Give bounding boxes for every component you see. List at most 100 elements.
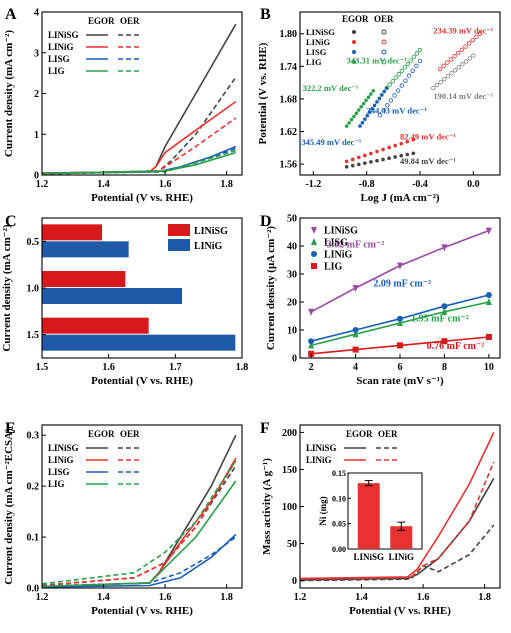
panel-b-legend-header-oer: OER: [374, 14, 394, 24]
panel-b-point: [414, 63, 419, 69]
panel-b-point: [452, 68, 458, 73]
panel-b-point: [441, 63, 446, 69]
panel-e-ylabel: Current density (mA cm⁻²ECSA): [3, 428, 15, 585]
panel-b-point: [363, 153, 367, 158]
panel-b-point: [367, 110, 372, 115]
panel-b-point: [406, 73, 412, 78]
panel-f-ytick-label: 50: [287, 539, 297, 550]
panel-b-point: [372, 103, 377, 108]
panel-d-point: [308, 308, 315, 316]
panel-b-point: [352, 114, 356, 119]
panel-b-xtick-label: -0.4: [412, 179, 428, 190]
panel-b-slope-label: 190.14 mV dec⁻¹: [433, 91, 493, 101]
panel-d-xlabel: Scan rate (mV s⁻¹): [356, 375, 444, 387]
panel-b-point: [463, 59, 469, 64]
panel-b-point: [366, 95, 371, 100]
panel-a-series-line: [41, 151, 237, 175]
panel-e-series-line: [41, 536, 237, 587]
panel-b-point: [361, 101, 366, 106]
panel-d-point: [352, 285, 359, 292]
panel-c-legend-swatch: [168, 224, 190, 236]
panel-e-series-line: [41, 480, 237, 588]
panel-f-inset-ytick-label: 0.00: [332, 545, 346, 554]
panel-f-inset-ylabel: Ni (mg): [318, 496, 328, 525]
panel-b-point: [388, 98, 394, 103]
panel-b-point: [354, 111, 359, 116]
panel-f-inset-bar: [357, 483, 380, 549]
panel-b-legend-entry: LIG: [306, 57, 322, 67]
panel-a-series-line: [41, 149, 237, 175]
panel-b-legend-marker-oer: [381, 39, 387, 45]
panel-d-legend-marker: [311, 263, 317, 269]
panel-e-legend-header-egor: EGOR: [88, 429, 115, 439]
panel-d-xtick-label: 8: [442, 362, 447, 373]
panel-c-xtick-label: 1.7: [169, 362, 182, 373]
panel-label-E: E: [5, 420, 16, 437]
panel-f-inset-ytick-label: 0.05: [332, 520, 346, 529]
panel-b-point: [363, 117, 367, 121]
panel-d-slope-label: 1.95 mF cm⁻²: [411, 314, 469, 325]
panel-d-xtick-label: 6: [398, 362, 403, 373]
panel-e-xtick-label: 1.4: [97, 592, 110, 603]
panel-c-ytick-label: 1.5: [27, 330, 40, 341]
panel-b-point: [377, 113, 383, 118]
panel-b-point: [471, 53, 476, 58]
panel-f-inset-ytick-label: 0.15: [332, 469, 346, 478]
panel-b-point: [460, 62, 465, 67]
panel-b-point: [370, 107, 374, 111]
panel-b-point: [390, 78, 395, 84]
panel-d-point: [308, 350, 315, 357]
panel-d-point: [308, 341, 315, 349]
panel-b-point: [347, 121, 351, 125]
panel-d-point: [441, 244, 448, 252]
panel-b-point: [356, 155, 361, 160]
panel-b-point: [411, 151, 416, 156]
panel-c-bar: [42, 241, 129, 258]
panel-b-point: [405, 61, 411, 67]
panel-c-ylabel: Current density (mA cm⁻²): [1, 224, 13, 351]
panel-b-point: [402, 65, 408, 70]
panel-e-xtick-label: 1.8: [220, 592, 233, 603]
panel-c-ytick-label: 1.0: [27, 284, 40, 295]
panel-b-point: [466, 41, 472, 46]
panel-c-bar: [42, 334, 236, 351]
panel-b-point: [387, 156, 391, 161]
panel-b-ytick-label: 1.56: [280, 160, 298, 171]
panel-b-point: [437, 66, 443, 72]
panel-b-point: [399, 153, 404, 158]
panel-b-point: [349, 117, 354, 122]
panel-b-point: [371, 88, 376, 93]
panel-e-ytick-label: 0.1: [27, 533, 40, 544]
panel-b-slope-label: 49.84 mV dec⁻¹: [400, 156, 456, 166]
panel-d-point: [441, 338, 448, 345]
panel-b-ytick-label: 1.68: [280, 94, 298, 105]
panel-e-chart: E 1.2 1.4 1.6 1.8 Potential (V vs. RHE) 0.0 0.1…: [3, 420, 243, 617]
panel-a-ytick-label: 0: [34, 171, 39, 182]
panel-b-ytick-label: 1.74: [280, 62, 298, 73]
panel-a-xtick-label: 1.4: [97, 179, 110, 190]
panel-f-xtick-label: 1.8: [478, 592, 491, 603]
panel-d-ytick-label: 0: [292, 354, 297, 365]
panel-b-point: [445, 60, 450, 65]
panel-b-point: [387, 145, 391, 150]
panel-c-frame: [41, 217, 243, 359]
panel-e-ytick-label: 0.2: [27, 482, 40, 493]
panel-b-point: [417, 58, 423, 64]
panel-c-xtick-label: 1.8: [236, 362, 249, 373]
panel-b-point: [431, 85, 436, 91]
panel-b-legend-entry: LINiSG: [306, 27, 335, 37]
panel-b-legend-marker-egor: [352, 50, 356, 54]
panel-b-slope-label: 344.43 mV dec⁻¹: [367, 106, 427, 116]
panel-b-point: [399, 141, 404, 146]
panel-b-point: [369, 160, 373, 164]
panel-d-legend-entry: LINiSG: [324, 226, 358, 237]
panel-b-legend-entry: LINiG: [306, 37, 330, 47]
panel-b-ylabel: Potential (V vs. RHE): [257, 42, 269, 144]
panel-f-legend-header-egor: EGOR: [346, 429, 373, 439]
panel-b-slope-label: 322.2 mV dec⁻¹: [303, 83, 359, 93]
panel-b-point: [364, 98, 368, 103]
panel-b-point: [360, 120, 365, 125]
panel-d-legend-marker: [311, 238, 317, 245]
panel-d-point: [485, 292, 492, 298]
